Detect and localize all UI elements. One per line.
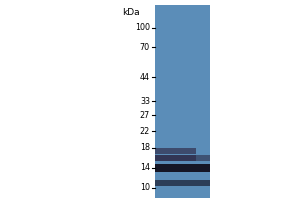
Text: 14: 14 <box>140 164 150 172</box>
Text: 100: 100 <box>135 23 150 32</box>
Text: 10: 10 <box>140 184 150 192</box>
Text: 33: 33 <box>140 97 150 106</box>
Text: 70: 70 <box>140 43 150 51</box>
Text: 27: 27 <box>140 110 150 119</box>
Text: kDa: kDa <box>122 8 140 17</box>
Text: 22: 22 <box>140 127 150 136</box>
Text: 44: 44 <box>140 72 150 82</box>
Text: 18: 18 <box>140 144 150 152</box>
